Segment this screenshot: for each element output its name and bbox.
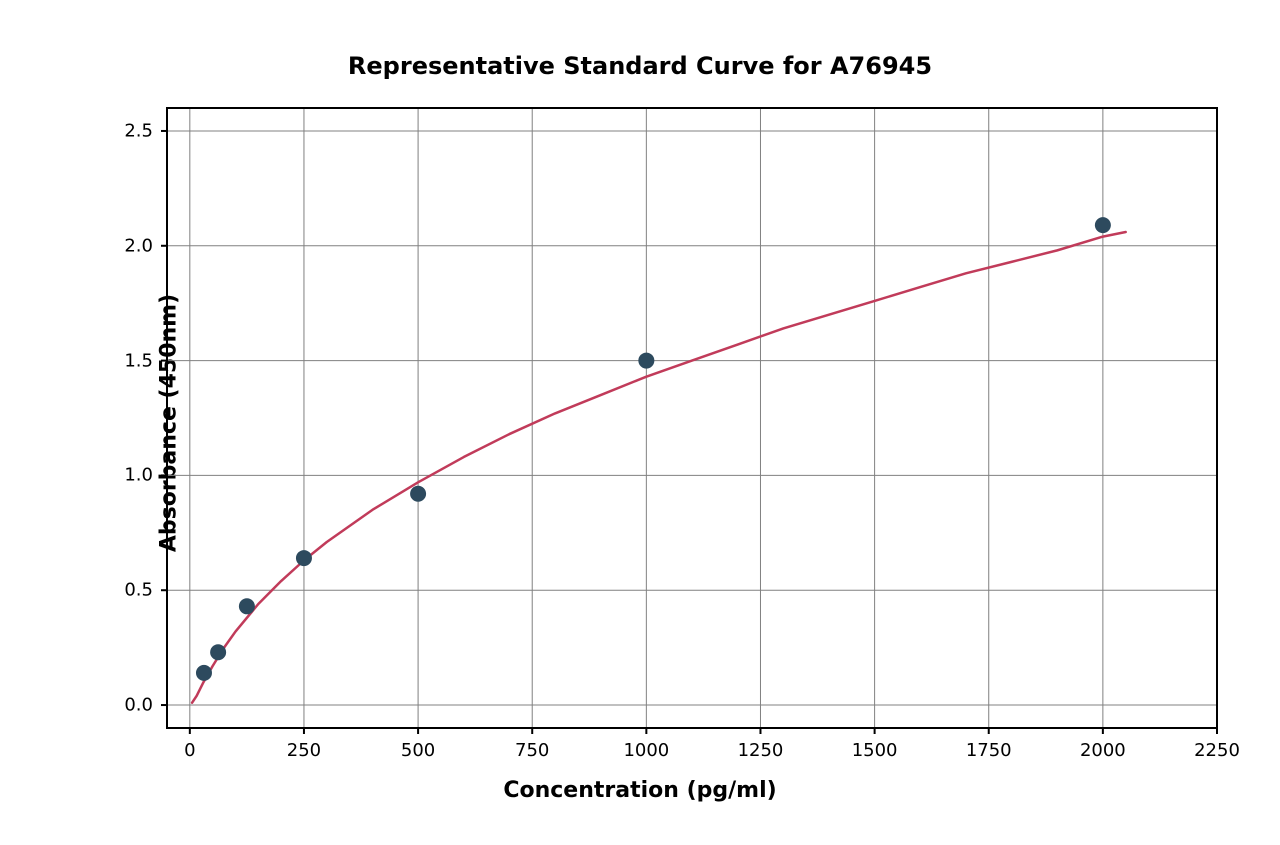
plot-border: [167, 108, 1217, 728]
y-tick-label: 0.0: [124, 695, 153, 716]
x-tick-label: 2000: [1080, 740, 1126, 761]
data-point: [410, 486, 426, 502]
chart-container: Representative Standard Curve for A76945…: [0, 0, 1280, 845]
y-tick-label: 1.5: [124, 350, 153, 371]
x-axis-label: Concentration (pg/ml): [0, 778, 1280, 803]
y-tick-label: 0.5: [124, 580, 153, 601]
data-point: [196, 665, 212, 681]
fitted-curve: [192, 232, 1126, 703]
data-point: [1095, 217, 1111, 233]
x-tick-label: 750: [515, 740, 549, 761]
data-point: [296, 550, 312, 566]
data-point: [210, 644, 226, 660]
x-tick-label: 250: [287, 740, 321, 761]
x-tick-label: 500: [401, 740, 435, 761]
data-point: [239, 598, 255, 614]
x-tick-label: 1000: [623, 740, 669, 761]
chart-title: Representative Standard Curve for A76945: [0, 52, 1280, 80]
x-tick-label: 1500: [852, 740, 898, 761]
plot-svg: [167, 108, 1217, 728]
x-tick-label: 1750: [966, 740, 1012, 761]
x-tick-label: 2250: [1194, 740, 1240, 761]
y-tick-label: 2.5: [124, 120, 153, 141]
y-tick-label: 1.0: [124, 465, 153, 486]
x-tick-label: 1250: [738, 740, 784, 761]
data-point: [638, 353, 654, 369]
x-tick-label: 0: [184, 740, 195, 761]
y-tick-label: 2.0: [124, 235, 153, 256]
